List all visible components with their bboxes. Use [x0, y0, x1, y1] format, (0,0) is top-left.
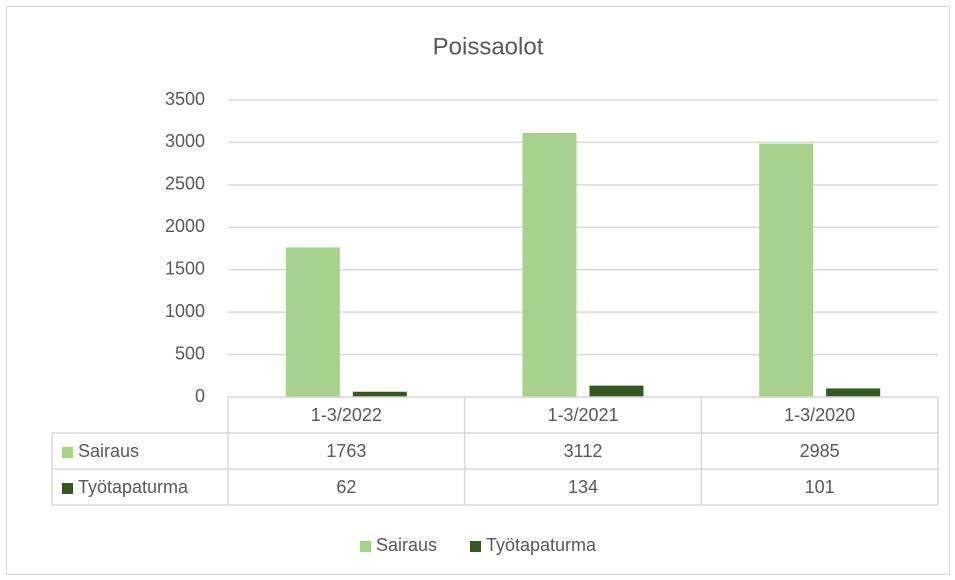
y-tick-label: 0	[195, 386, 205, 406]
bar	[522, 132, 577, 398]
y-tick-label: 1000	[165, 301, 205, 321]
y-tick-label: 1500	[165, 258, 205, 278]
table-legend-swatch	[62, 447, 73, 458]
table-value: 2985	[800, 441, 840, 461]
table-series-name: Sairaus	[78, 441, 139, 461]
y-tick-label: 500	[175, 343, 205, 363]
chart-title: Poissaolot	[433, 33, 544, 60]
legend-swatch	[470, 541, 481, 552]
table-value: 62	[336, 477, 356, 497]
table-value: 1763	[326, 441, 366, 461]
bar	[826, 388, 881, 397]
table-value: 3112	[564, 441, 603, 461]
table-legend-swatch	[62, 483, 73, 494]
y-tick-label: 3000	[165, 131, 205, 151]
legend-label: Sairaus	[376, 535, 437, 555]
bar	[759, 143, 814, 397]
x-tick-label: 1-3/2020	[784, 405, 855, 425]
table-series-name: Työtapaturma	[78, 477, 189, 497]
y-tick-label: 3500	[165, 89, 205, 109]
bar	[589, 385, 644, 397]
bar	[285, 247, 340, 397]
table-value: 134	[568, 477, 598, 497]
x-tick-label: 1-3/2021	[547, 405, 618, 425]
y-tick-label: 2000	[165, 216, 205, 236]
table-value: 101	[805, 477, 835, 497]
x-tick-label: 1-3/2022	[311, 405, 382, 425]
y-tick-label: 2500	[165, 174, 205, 194]
bar	[352, 391, 407, 397]
legend-swatch	[360, 541, 371, 552]
legend-label: Työtapaturma	[486, 535, 597, 555]
